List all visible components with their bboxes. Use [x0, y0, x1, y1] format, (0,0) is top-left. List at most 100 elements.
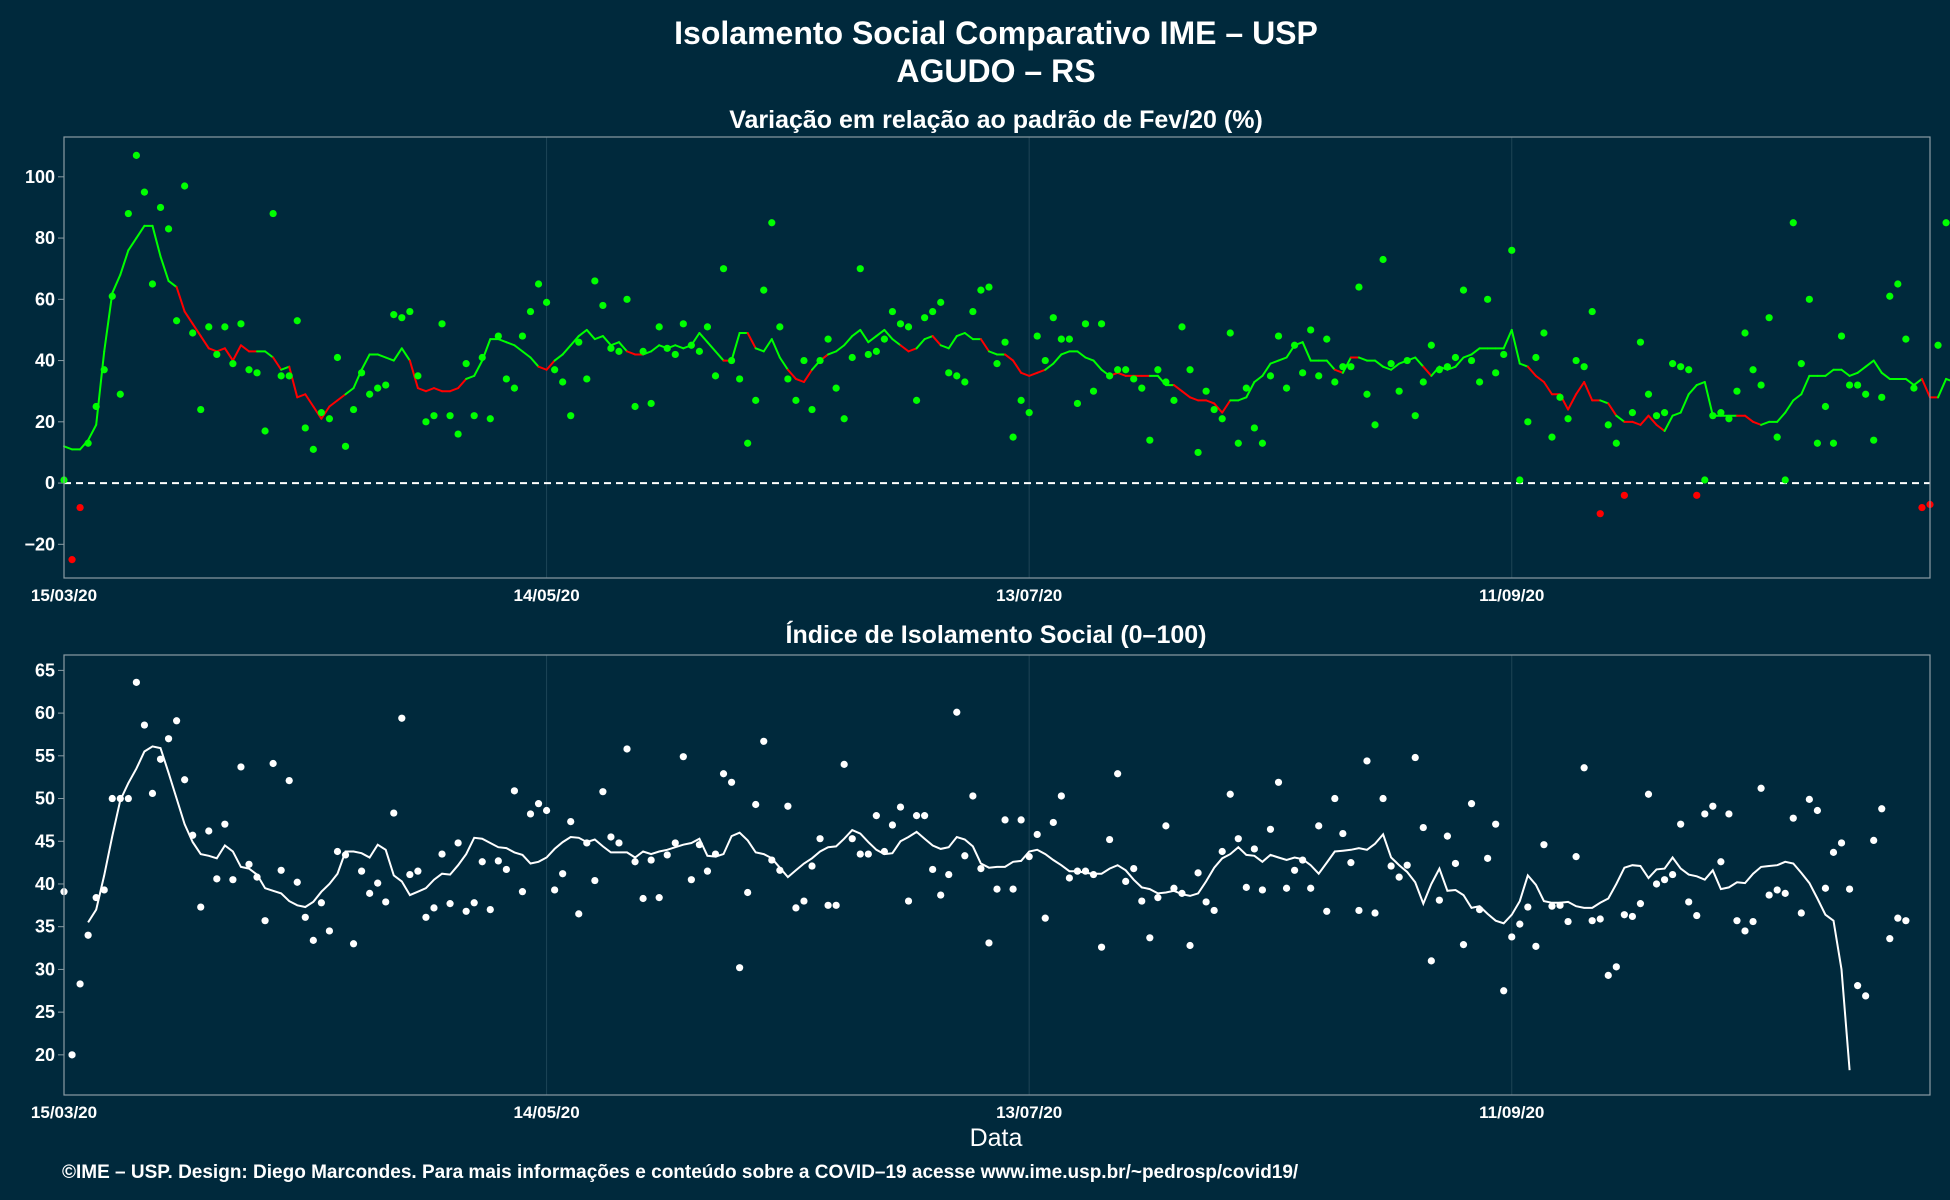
p1-average-segment: [344, 387, 355, 396]
p2-xtick-label-1: 14/05/20: [513, 1103, 579, 1122]
p2-data-point: [1041, 914, 1049, 922]
panel2-title: Índice de Isolamento Social (0–100): [786, 620, 1207, 649]
p2-data-point: [349, 940, 358, 948]
p2-data-point: [744, 888, 752, 897]
p1-data-point: [1347, 363, 1355, 371]
p1-average-segment: [577, 328, 588, 338]
p2-data-point: [752, 800, 760, 809]
p1-data-point: [623, 295, 631, 303]
p2-data-point: [1709, 802, 1717, 810]
p2-data-point: [1797, 909, 1805, 917]
p1-average-segment: [376, 353, 387, 359]
p2-data-point: [1355, 906, 1363, 915]
p1-average-segment: [1679, 393, 1690, 414]
p2-data-point: [888, 821, 897, 829]
p1-ytick-label-6: 100: [25, 167, 55, 187]
p1-average-segment: [674, 344, 685, 350]
p1-data-point: [1419, 378, 1427, 386]
p2-data-point: [1652, 880, 1661, 888]
p1-average-segment: [601, 335, 612, 347]
p2-data-point: [583, 839, 591, 847]
p1-average-segment: [1575, 381, 1586, 396]
p1-data-point: [1154, 366, 1162, 374]
p1-data-point: [752, 396, 760, 404]
p1-average-segment: [360, 353, 371, 371]
p1-average-segment: [199, 335, 210, 350]
p1-average-segment: [457, 377, 468, 390]
p2-data-point: [760, 737, 768, 745]
p2-ytick-label-5: 45: [35, 831, 55, 851]
p1-average-segment: [272, 356, 283, 371]
p1-data-point: [1162, 378, 1170, 386]
p1-data-point: [1106, 372, 1114, 380]
p2-data-point: [526, 810, 535, 818]
p1-average-segment: [336, 393, 347, 402]
p2-data-point: [1604, 971, 1612, 979]
p2-data-point: [1636, 900, 1645, 908]
p1-average-segment: [63, 445, 74, 451]
p1-average-segment: [1044, 362, 1055, 371]
p1-average-segment: [95, 350, 106, 426]
p1-data-point: [1540, 329, 1548, 337]
p2-data-point: [591, 876, 599, 885]
p2-data-point: [398, 714, 406, 722]
p1-average-segment: [1703, 381, 1714, 417]
p2-data-point: [173, 717, 181, 725]
p1-data-point: [526, 307, 535, 316]
p2-data-point: [317, 899, 325, 907]
p2-data-point: [727, 778, 736, 786]
p1-data-point: [1138, 384, 1146, 392]
p1-data-point: [776, 323, 784, 331]
p2-data-point: [1178, 889, 1186, 897]
p1-data-point: [68, 556, 76, 564]
p1-data-point: [1467, 356, 1476, 365]
p1-average-segment: [392, 347, 403, 362]
p2-data-point: [1685, 898, 1693, 906]
p2-data-point: [454, 839, 462, 847]
p1-average-segment: [1510, 328, 1521, 365]
p1-data-point: [1427, 341, 1435, 349]
p1-average-segment: [963, 332, 974, 341]
p2-data-point: [1097, 943, 1106, 951]
p2-ytick-label-6: 50: [35, 789, 55, 809]
p1-average-segment: [1341, 356, 1352, 374]
p2-data-point: [1130, 864, 1138, 873]
p1-data-point: [1250, 424, 1258, 432]
p2-data-point: [1725, 810, 1733, 818]
p1-data-point: [1524, 418, 1532, 426]
p1-data-point: [1854, 381, 1862, 389]
p1-average-segment: [111, 273, 122, 295]
p1-data-point: [1773, 433, 1781, 441]
p1-data-point: [422, 418, 430, 426]
p1-average-segment: [207, 347, 218, 353]
p2-data-point: [124, 794, 132, 803]
p1-data-point: [100, 366, 108, 374]
p1-ytick-label-4: 60: [35, 289, 55, 309]
p1-average-segment: [553, 353, 564, 362]
p2-data-point: [961, 852, 969, 860]
p1-data-point: [382, 381, 390, 389]
p2-data-point: [309, 936, 317, 944]
p1-average-segment: [1205, 399, 1216, 405]
p1-data-point: [808, 405, 816, 414]
p2-data-point: [277, 866, 285, 874]
p1-data-point: [92, 402, 100, 411]
footer-credits: ©IME – USP. Design: Diego Marcondes. Par…: [62, 1162, 1299, 1183]
p2-data-point: [1065, 874, 1073, 882]
p1-average-segment: [416, 387, 427, 393]
p2-data-point: [1057, 792, 1065, 800]
p1-data-point: [1170, 396, 1178, 404]
p2-data-point: [414, 867, 422, 875]
p2-data-point: [1773, 886, 1781, 894]
p1-average-segment: [1382, 365, 1393, 371]
p1-average-segment: [1631, 420, 1642, 426]
p1-average-segment: [1840, 368, 1851, 377]
p2-data-point: [711, 850, 720, 858]
p2-data-point: [1757, 784, 1765, 792]
p1-average-segment: [907, 347, 918, 353]
p1-data-point: [872, 347, 880, 355]
p1-data-point: [164, 225, 173, 233]
p1-data-point: [277, 372, 285, 380]
p2-data-point: [848, 835, 856, 843]
p1-data-point: [1612, 439, 1620, 447]
